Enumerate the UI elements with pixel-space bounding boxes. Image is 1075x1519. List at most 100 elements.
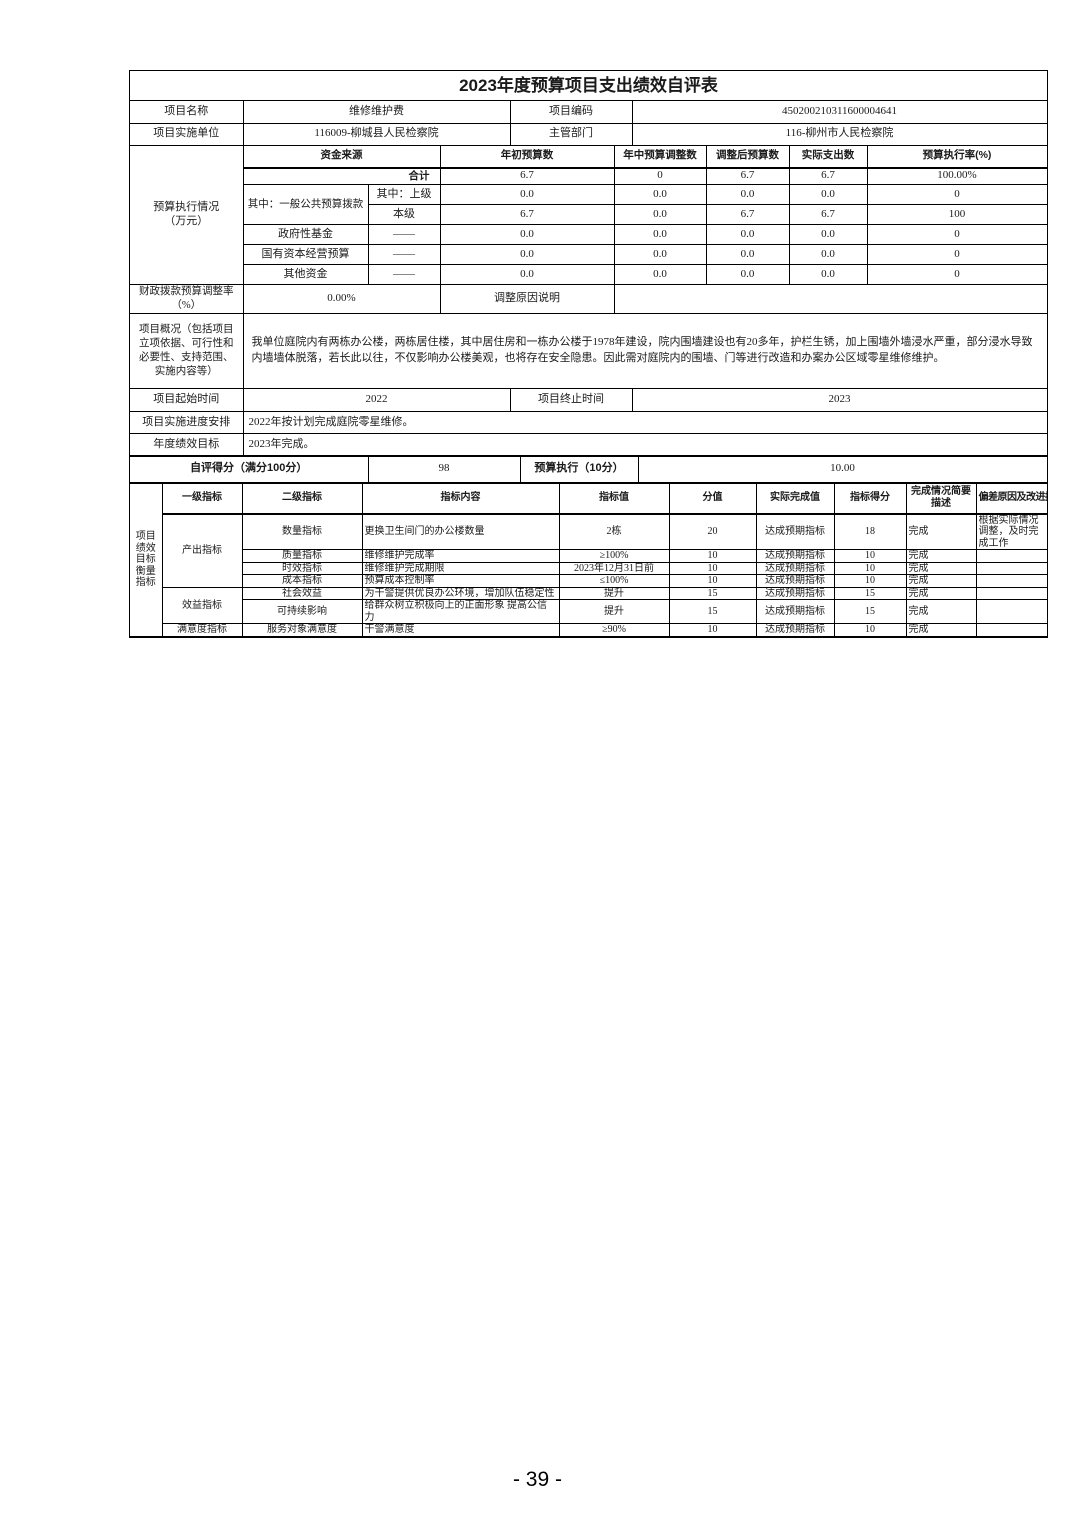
indicator-actual: 达成预期指标 (756, 562, 835, 576)
adjustment-row: 财政拨款预算调整率（%） 0.00% 调整原因说明 (130, 285, 1048, 315)
indicator-status: 完成 (906, 587, 977, 601)
adjusted-budget-header: 调整后预算数 (706, 145, 790, 169)
indicator-actual: 达成预期指标 (756, 574, 835, 588)
budget-total-row: 合计 6.7 0 6.7 6.7 100.00% (130, 167, 1048, 185)
score-header: 指标得分 (834, 483, 907, 515)
indicator-deviation (976, 549, 1048, 563)
gov-fund-adjusted: 0.0 (706, 224, 790, 245)
start-date-label: 项目起始时间 (130, 388, 244, 413)
indicator-row: 质量指标 维修维护完成率 ≥100% 10 达成预期指标 10 完成 (130, 549, 1048, 563)
state-capital-rate: 0 (867, 244, 1048, 265)
gov-fund-label: 政府性基金 (243, 224, 369, 245)
state-capital-dash: —— (368, 244, 441, 265)
form-title: 2023年度预算项目支出绩效自评表 (130, 71, 1048, 101)
score-row: 自评得分（满分100分） 98 预算执行（10分） 10.00 (130, 456, 1048, 484)
level1-header: 一级指标 (162, 483, 243, 515)
overview-content: 我单位庭院内有两栋办公楼，两栋居住楼，其中居住房和一栋办公楼于1978年建设，院… (243, 314, 1048, 389)
indicator-level2: 时效指标 (242, 562, 363, 576)
indicator-target: ≥100% (559, 549, 670, 563)
indicator-level2: 数量指标 (242, 513, 363, 551)
indicator-deviation: 根据实际情况调整，及时完成工作 (976, 513, 1048, 551)
budget-score-label: 预算执行（10分） (520, 456, 639, 484)
local-adjusted: 6.7 (706, 204, 790, 225)
total-label: 合计 (243, 167, 441, 185)
gov-fund-mid: 0.0 (614, 224, 707, 245)
state-capital-label: 国有资本经营预算 (243, 244, 369, 265)
indicator-row: 成本指标 预算成本控制率 ≤100% 10 达成预期指标 10 完成 (130, 574, 1048, 588)
indicator-deviation (976, 587, 1048, 601)
indicator-score: 10 (834, 623, 907, 638)
indicator-actual: 达成预期指标 (756, 599, 835, 625)
indicator-score: 15 (834, 587, 907, 601)
annual-goal-value: 2023年完成。 (243, 433, 1048, 457)
indicator-target: 2023年12月31日前 (559, 562, 670, 576)
local-initial: 6.7 (440, 204, 615, 225)
unit-label: 项目实施单位 (130, 123, 244, 146)
total-rate: 100.00% (867, 167, 1048, 185)
local-mid: 0.0 (614, 204, 707, 225)
indicator-level2: 服务对象满意度 (242, 623, 363, 638)
other-funds-mid: 0.0 (614, 264, 707, 285)
indicator-content: 给群众树立积极向上的正面形象 提高公信力 (362, 599, 560, 625)
actual-header: 实际完成值 (756, 483, 835, 515)
total-actual: 6.7 (789, 167, 868, 185)
budget-score-value: 10.00 (638, 456, 1048, 484)
unit-value: 116009-柳城县人民检察院 (243, 123, 511, 146)
indicators-side-label: 项目绩效目标衡量指标 (130, 483, 163, 638)
indicator-actual: 达成预期指标 (756, 549, 835, 563)
indicator-points: 15 (669, 587, 757, 601)
budget-execution-table: 预算执行情况 （万元） 资金来源 年初预算数 年中预算调整数 调整后预算数 实际… (130, 145, 1048, 285)
overview-row: 项目概况（包括项目立项依据、可行性和必要性、支持范围、实施内容等） 我单位庭院内… (130, 314, 1048, 389)
budget-upper-row: 其中：一般公共预算拨款 其中：上级 0.0 0.0 0.0 0.0 0 (130, 184, 1048, 225)
budget-header-row: 预算执行情况 （万元） 资金来源 年初预算数 年中预算调整数 调整后预算数 实际… (130, 145, 1048, 285)
deviation-header: 偏差原因及改进措施 (976, 483, 1048, 515)
local-actual: 6.7 (789, 204, 868, 225)
end-date-value: 2023 (632, 388, 1048, 413)
end-date-label: 项目终止时间 (510, 388, 633, 413)
indicator-points: 10 (669, 562, 757, 576)
other-funds-label: 其他资金 (243, 264, 369, 285)
indicator-target: ≤100% (559, 574, 670, 588)
dates-row: 项目起始时间 2022 项目终止时间 2023 (130, 388, 1048, 413)
indicator-target: ≥90% (559, 623, 670, 638)
indicator-actual: 达成预期指标 (756, 513, 835, 551)
indicator-points: 10 (669, 574, 757, 588)
indicator-points: 20 (669, 513, 757, 551)
local-level-label: 本级 (368, 204, 441, 225)
state-capital-mid: 0.0 (614, 244, 707, 265)
indicator-level2: 可持续影响 (242, 599, 363, 625)
state-capital-adjusted: 0.0 (706, 244, 790, 265)
progress-value: 2022年按计划完成庭院零星维修。 (243, 411, 1048, 435)
gov-fund-rate: 0 (867, 224, 1048, 245)
dept-label: 主管部门 (510, 123, 633, 146)
start-date-value: 2022 (243, 388, 511, 413)
indicator-deviation (976, 562, 1048, 576)
self-score-value: 98 (368, 456, 521, 484)
adjustment-reason-value (614, 285, 1048, 315)
upper-adjusted: 0.0 (706, 184, 790, 205)
indicator-level2: 成本指标 (242, 574, 363, 588)
indicator-level2: 社会效益 (242, 587, 363, 601)
project-name-value: 维修维护费 (243, 101, 511, 124)
total-adjusted: 6.7 (706, 167, 790, 185)
local-rate: 100 (867, 204, 1048, 225)
other-funds-dash: —— (368, 264, 441, 285)
indicator-target: 提升 (559, 587, 670, 601)
indicator-row: 满意度指标 服务对象满意度 干警满意度 ≥90% 10 达成预期指标 10 完成 (130, 623, 1048, 638)
adjustment-rate-value: 0.00% (243, 285, 441, 315)
indicator-score: 15 (834, 599, 907, 625)
upper-rate: 0 (867, 184, 1048, 205)
budget-other-row: 其他资金 —— 0.0 0.0 0.0 0.0 0 (130, 264, 1048, 285)
status-header: 完成情况简要描述 (906, 483, 977, 515)
upper-level-label: 其中：上级 (368, 184, 441, 205)
goal-row: 年度绩效目标 2023年完成。 (130, 433, 1048, 457)
budget-local-row: 本级 6.7 0.0 6.7 6.7 100 (130, 204, 1048, 225)
overview-table: 项目概况（包括项目立项依据、可行性和必要性、支持范围、实施内容等） 我单位庭院内… (130, 314, 1048, 389)
indicator-status: 完成 (906, 623, 977, 638)
indicators-table: 项目绩效目标衡量指标 一级指标 二级指标 指标内容 指标值 分值 实际完成值 指… (130, 483, 1048, 638)
indicator-score: 10 (834, 574, 907, 588)
budget-gov-fund-row: 政府性基金 —— 0.0 0.0 0.0 0.0 0 (130, 224, 1048, 245)
indicator-row: 产出指标 数量指标 更换卫生间门的办公楼数量 2栋 20 达成预期指标 18 完… (130, 513, 1048, 588)
indicator-row: 时效指标 维修维护完成期限 2023年12月31日前 10 达成预期指标 10 … (130, 562, 1048, 576)
indicator-score: 18 (834, 513, 907, 551)
